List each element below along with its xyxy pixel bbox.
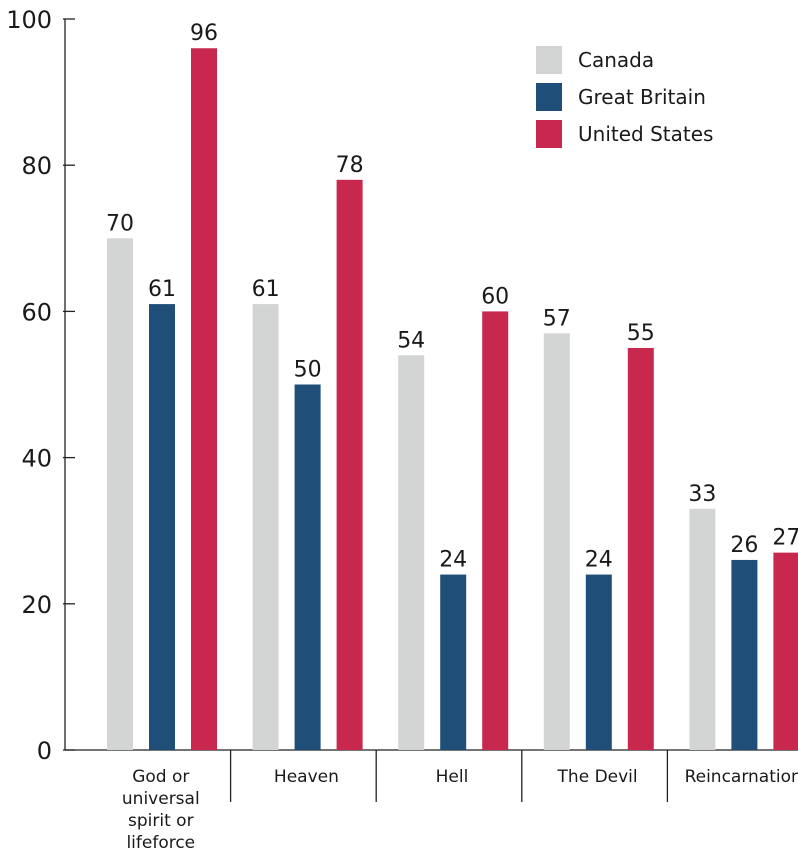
- data-label: 33: [688, 482, 716, 507]
- data-label: 61: [148, 277, 176, 302]
- x-category-label: Heaven: [274, 767, 339, 787]
- x-category-label-line: Hell: [436, 767, 469, 787]
- bar: [689, 508, 716, 750]
- data-label: 96: [190, 21, 218, 46]
- x-category-label-line: The Devil: [557, 767, 638, 787]
- data-label: 55: [627, 321, 655, 346]
- legend: Canada Great Britain United States: [536, 46, 713, 148]
- x-category-label-line: universal: [122, 789, 200, 809]
- x-category-label: Hell: [436, 767, 469, 787]
- data-label: 70: [106, 211, 134, 236]
- bar: [107, 238, 133, 751]
- data-label: 24: [585, 548, 613, 573]
- x-category-label: The Devil: [557, 767, 638, 787]
- bar: [336, 179, 363, 750]
- legend-swatch: [536, 120, 562, 148]
- x-category-label-line: lifeforce: [126, 833, 195, 853]
- data-label: 61: [252, 277, 280, 302]
- data-label: 24: [439, 548, 467, 573]
- legend-label: Great Britain: [578, 85, 706, 109]
- x-category-label-line: Heaven: [274, 767, 339, 787]
- data-label: 57: [543, 306, 571, 331]
- bar: [294, 384, 321, 750]
- bar: [191, 48, 217, 751]
- legend-swatch: [536, 46, 562, 74]
- y-tick-label: 60: [21, 298, 52, 326]
- y-tick-label: 20: [21, 591, 52, 619]
- x-category-label: God or universal spirit or lifeforce: [122, 767, 200, 853]
- data-labels-layer: 70 61 54 57 33 61 50 24 24 26 96 78 60 55 27: [106, 21, 798, 572]
- x-category-label-line: God or: [132, 767, 189, 787]
- axes-layer: 0 20 40 60 80 100 God or universal spirit or life…: [6, 6, 798, 853]
- data-label: 50: [294, 358, 322, 383]
- data-label: 78: [336, 153, 364, 178]
- x-category-label: Reincarnation: [685, 767, 798, 787]
- data-label: 26: [730, 533, 758, 558]
- bar: [585, 574, 612, 750]
- bar: [773, 552, 798, 750]
- bar: [440, 574, 467, 750]
- data-label: 54: [397, 328, 425, 353]
- bar: [543, 333, 570, 750]
- y-tick-label: 40: [21, 445, 52, 473]
- x-category-label-line: spirit or: [128, 811, 194, 831]
- bar: [398, 355, 425, 750]
- x-category-label-line: Reincarnation: [685, 767, 798, 787]
- data-label: 60: [481, 284, 509, 309]
- bar: [482, 311, 509, 750]
- legend-label: United States: [578, 122, 713, 146]
- bar: [627, 347, 654, 750]
- bar: [252, 304, 279, 750]
- data-label: 27: [772, 526, 798, 551]
- legend-label: Canada: [578, 48, 654, 72]
- legend-swatch: [536, 83, 562, 111]
- bar: [731, 559, 758, 750]
- y-tick-label: 0: [37, 737, 52, 765]
- y-tick-label: 100: [6, 6, 52, 34]
- bars-layer: [107, 48, 798, 751]
- bar: [149, 304, 175, 750]
- y-tick-label: 80: [21, 152, 52, 180]
